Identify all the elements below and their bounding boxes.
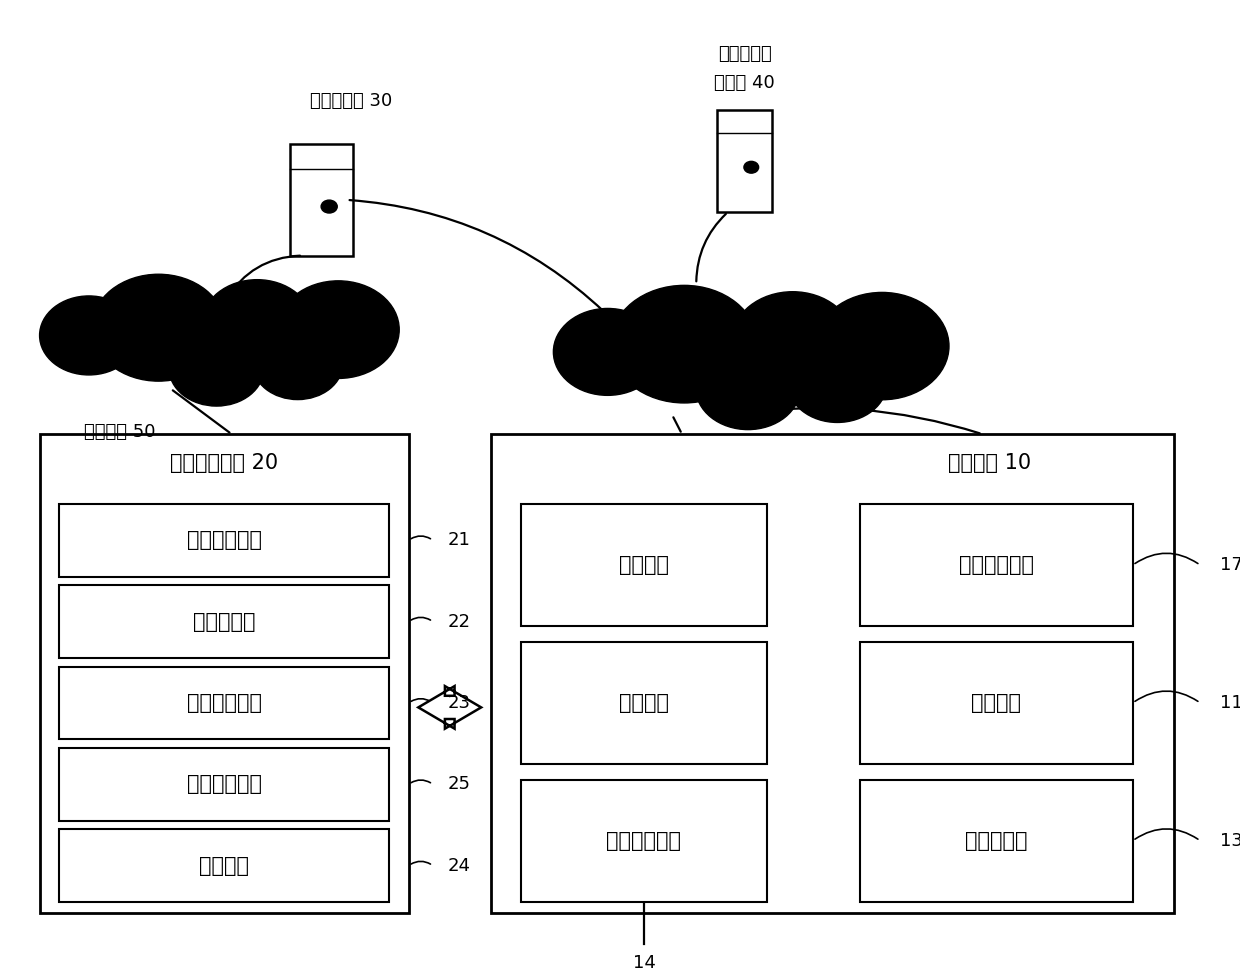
Text: 智能穿戴设备 20: 智能穿戴设备 20 (170, 453, 279, 473)
Circle shape (202, 279, 312, 368)
Bar (859, 504, 1132, 626)
Circle shape (553, 309, 662, 396)
Bar (40, 434, 409, 913)
Text: 17: 17 (1220, 556, 1240, 574)
Text: 无线通信模块: 无线通信模块 (606, 830, 682, 851)
Text: 处理模块: 处理模块 (971, 693, 1021, 713)
Text: 移动网络 50: 移动网络 50 (83, 423, 155, 441)
Bar (521, 504, 766, 626)
Circle shape (787, 343, 887, 422)
Circle shape (696, 346, 800, 430)
Bar (859, 780, 1132, 902)
Text: 22: 22 (448, 613, 471, 630)
Text: 无线通信模块: 无线通信模块 (187, 693, 262, 713)
Circle shape (253, 327, 343, 400)
Text: 理平台 40: 理平台 40 (714, 74, 775, 92)
Text: 21: 21 (448, 531, 471, 549)
Circle shape (278, 280, 399, 378)
Text: 可信服务管: 可信服务管 (718, 45, 771, 64)
Circle shape (169, 330, 264, 406)
Text: 移动通信模块: 移动通信模块 (187, 774, 262, 794)
Text: 移动网络 50: 移动网络 50 (748, 348, 820, 365)
Bar (521, 780, 766, 902)
Bar (521, 642, 766, 764)
Bar (60, 585, 389, 658)
Text: 12: 12 (713, 392, 735, 409)
Circle shape (744, 161, 759, 173)
Text: 25: 25 (448, 775, 471, 793)
Text: 加解密模块: 加解密模块 (965, 830, 1028, 851)
Bar (717, 110, 773, 212)
Text: 11: 11 (1220, 694, 1240, 712)
Text: 23: 23 (448, 694, 471, 712)
Circle shape (321, 200, 337, 213)
Circle shape (92, 275, 226, 381)
Text: 加解密模块: 加解密模块 (193, 612, 255, 631)
Text: 安全服务器 30: 安全服务器 30 (310, 92, 392, 109)
Bar (60, 666, 389, 740)
Text: 操作系统: 操作系统 (619, 693, 668, 713)
Circle shape (732, 292, 853, 389)
Bar (290, 145, 353, 256)
Text: 移动通信模块: 移动通信模块 (959, 555, 1034, 575)
Circle shape (40, 296, 138, 375)
Text: 应用程序: 应用程序 (619, 555, 668, 575)
Text: 电源模块: 电源模块 (200, 856, 249, 875)
Bar (859, 642, 1132, 764)
Bar (491, 434, 1173, 913)
Text: 验证信息模块: 验证信息模块 (187, 531, 262, 550)
Bar (60, 748, 389, 821)
Circle shape (815, 292, 949, 400)
Bar (60, 504, 389, 576)
Text: 13: 13 (1220, 831, 1240, 850)
Text: 14: 14 (632, 955, 656, 972)
Text: 24: 24 (448, 857, 471, 874)
Bar (60, 829, 389, 902)
Circle shape (611, 285, 758, 403)
Polygon shape (418, 686, 481, 729)
Text: 移动终端 10: 移动终端 10 (947, 453, 1030, 473)
